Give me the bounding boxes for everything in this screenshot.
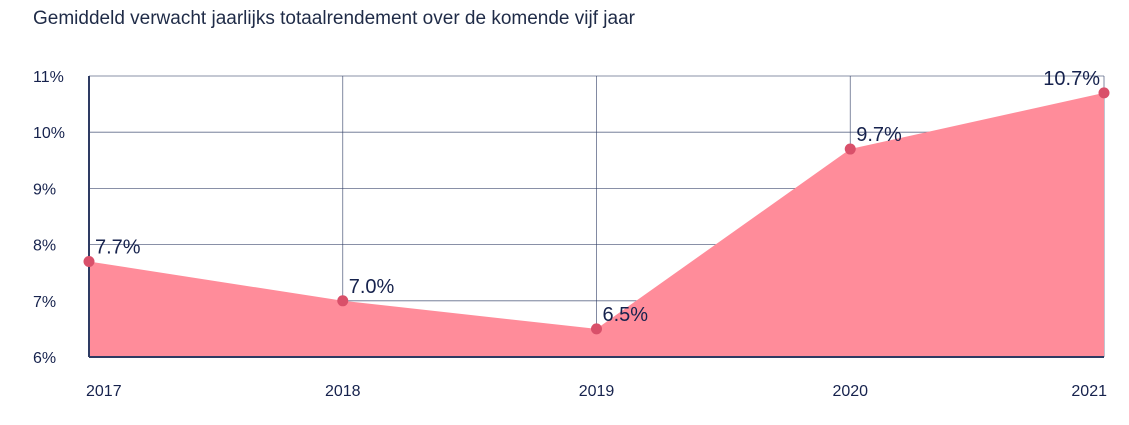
data-point: [83, 255, 95, 267]
data-point: [337, 295, 349, 307]
y-tick-label: 10%: [33, 125, 65, 142]
x-tick-label: 2019: [579, 383, 615, 400]
data-label: 6.5%: [603, 304, 649, 326]
data-label: 7.0%: [349, 276, 395, 298]
x-tick-label: 2017: [86, 383, 122, 400]
axis-layer: 6% 7% 8% 9% 10% 11% 2017 2018 2019 2020 2021: [33, 69, 1107, 400]
area-series: [89, 92, 1104, 358]
x-tick-label: 2021: [1071, 383, 1107, 400]
area-layer: [89, 92, 1104, 358]
data-label: 10.7%: [1043, 68, 1100, 90]
data-label: 9.7%: [856, 124, 902, 146]
y-tick-label: 7%: [33, 294, 56, 311]
data-point: [1098, 87, 1110, 99]
data-point: [844, 143, 856, 155]
data-point: [591, 323, 602, 335]
x-tick-label: 2020: [832, 383, 868, 400]
x-tick-label: 2018: [325, 383, 361, 400]
y-tick-label: 8%: [33, 238, 56, 255]
y-tick-label: 9%: [33, 181, 56, 198]
y-tick-label: 6%: [33, 350, 56, 367]
data-label: 7.7%: [95, 236, 141, 258]
y-tick-label: 11%: [33, 69, 64, 86]
label-layer: 7.7% 7.0% 6.5% 9.7% 10.7%: [95, 68, 1100, 326]
marker-layer: [83, 87, 1110, 335]
chart-title: Gemiddeld verwacht jaarlijks totaalrende…: [33, 8, 635, 29]
